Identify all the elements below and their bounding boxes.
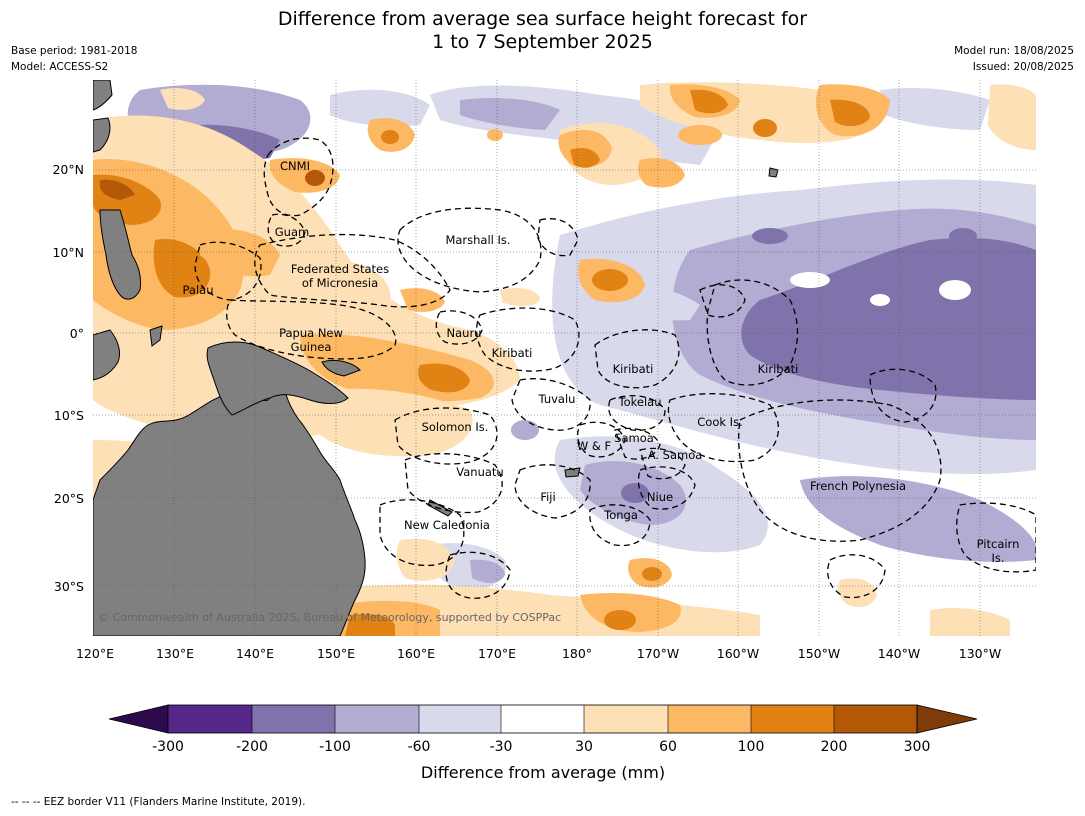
lon-tick: 170°W: [637, 646, 679, 661]
label-french-polynesia: French Polynesia: [810, 479, 906, 493]
lon-tick: 140°W: [878, 646, 920, 661]
taiwan-landmass: [93, 117, 111, 153]
lat-tick: 20°N: [52, 162, 84, 177]
colorbar-tick: 200: [821, 739, 848, 755]
colorbar-tick: 300: [904, 739, 931, 755]
sulawesi-landmass: [149, 325, 163, 347]
label-palau: Palau: [183, 283, 214, 297]
colorbar-swatch: [335, 705, 419, 733]
lon-tick: 150°W: [798, 646, 840, 661]
colorbar-tick: 60: [659, 739, 677, 755]
label-pitcairn-line1: Pitcairn: [977, 537, 1020, 551]
colorbar-swatch: [168, 705, 252, 733]
label-marshall-islands: Marshall Is.: [445, 233, 510, 247]
label-wallis-futuna: W & F: [577, 439, 611, 453]
colorbar-swatch: [751, 705, 834, 733]
colorbar-swatch: [584, 705, 668, 733]
colorbar-extend-low: [108, 704, 169, 734]
label-niue: Niue: [647, 490, 673, 504]
lon-tick: 180°: [562, 646, 592, 661]
colorbar-tick: -200: [236, 739, 268, 755]
label-vanuatu: Vanuatu: [456, 465, 503, 479]
region-labels: CNMI Guam Marshall Is. Federated States …: [183, 159, 1020, 565]
lon-tick: 160°W: [717, 646, 759, 661]
label-new-caledonia: New Caledonia: [404, 518, 490, 532]
colorbar-swatch: [834, 705, 917, 733]
label-cnmi: CNMI: [280, 159, 310, 173]
label-tokelau: Tokelau: [618, 395, 662, 409]
graticule: [93, 80, 1036, 636]
lon-tick: 140°E: [236, 646, 274, 661]
label-pitcairn-line2: Is.: [991, 551, 1004, 565]
lat-tick: 10°S: [54, 408, 84, 423]
copyright-notice: © Commonwealth of Australia 2025, Bureau…: [98, 611, 561, 624]
label-png-line2: Guinea: [291, 340, 332, 354]
lat-tick: 0°: [70, 326, 84, 341]
colorbar: -300 -200 -100 -60 -30 30 60 100 200 300…: [108, 704, 978, 782]
latitude-tick-labels: 20°N 10°N 0° 10°S 20°S 30°S: [52, 162, 84, 594]
label-american-samoa: A. Samoa: [648, 448, 703, 462]
label-cook-islands: Cook Is.: [697, 415, 742, 429]
lon-tick: 120°E: [76, 646, 114, 661]
lon-tick: 170°E: [478, 646, 516, 661]
map-area: CNMI Guam Marshall Is. Federated States …: [93, 80, 1036, 636]
positive-anomaly-fields: [93, 82, 1036, 636]
colorbar-tick: -60: [408, 739, 431, 755]
meta-left: Base period: 1981-2018 Model: ACCESS-S2: [11, 43, 137, 75]
label-fiji: Fiji: [540, 490, 555, 504]
lat-tick: 10°N: [52, 245, 84, 260]
colorbar-tick: -300: [152, 739, 184, 755]
label-tuvalu: Tuvalu: [538, 392, 576, 406]
label-kiribati-west: Kiribati: [492, 346, 533, 360]
map-title: Difference from average sea surface heig…: [0, 8, 1085, 54]
lon-tick: 130°E: [156, 646, 194, 661]
title-line-1: Difference from average sea surface heig…: [277, 8, 808, 30]
label-nauru: Nauru: [447, 326, 482, 340]
model-name: Model: ACCESS-S2: [11, 61, 109, 73]
lat-tick: 30°S: [54, 579, 84, 594]
fiji-landmass: [564, 467, 581, 478]
label-solomon-islands: Solomon Is.: [422, 420, 489, 434]
colorbar-tick: 30: [575, 739, 593, 755]
meta-right: Model run: 18/08/2025 Issued: 20/08/2025: [954, 43, 1074, 75]
label-kiribati-central: Kiribati: [613, 362, 654, 376]
model-run: Model run: 18/08/2025: [954, 45, 1074, 57]
colorbar-extend-high: [916, 704, 978, 734]
lon-tick: 160°E: [397, 646, 435, 661]
asia-landmass: [93, 80, 113, 111]
new-guinea-landmass: [206, 341, 349, 416]
label-fsm-line2: of Micronesia: [302, 276, 378, 290]
lat-tick: 20°S: [54, 491, 84, 506]
colorbar-swatch: [252, 705, 335, 733]
colorbar-swatch: [668, 705, 751, 733]
hawaii-landmass: [768, 167, 779, 178]
label-fsm-line1: Federated States: [291, 262, 389, 276]
eez-footnote: -- -- -- EEZ border V11 (Flanders Marine…: [11, 796, 306, 808]
borneo-landmass: [93, 329, 121, 381]
lon-tick: 150°E: [317, 646, 355, 661]
colorbar-label: Difference from average (mm): [421, 763, 665, 782]
colorbar-swatch: [419, 705, 501, 733]
base-period: Base period: 1981-2018: [11, 45, 138, 57]
new-britain-landmass: [321, 359, 361, 377]
colorbar-tick: -30: [490, 739, 513, 755]
colorbar-swatch: [501, 705, 584, 733]
label-kiribati-east: Kiribati: [758, 362, 799, 376]
lon-tick: 130°W: [959, 646, 1001, 661]
label-png-line1: Papua New: [279, 326, 343, 340]
colorbar-tick: -100: [319, 739, 351, 755]
issued-date: Issued: 20/08/2025: [972, 61, 1074, 73]
label-tonga: Tonga: [603, 508, 638, 522]
colorbar-tick: 100: [738, 739, 765, 755]
longitude-tick-labels: 120°E 130°E 140°E 150°E 160°E 170°E 180°…: [76, 646, 1001, 661]
label-guam: Guam: [275, 225, 309, 239]
land-masses: [93, 80, 779, 636]
title-line-2: 1 to 7 September 2025: [432, 31, 653, 53]
eez-borders: [194, 137, 1036, 599]
label-samoa: Samoa: [614, 431, 654, 445]
